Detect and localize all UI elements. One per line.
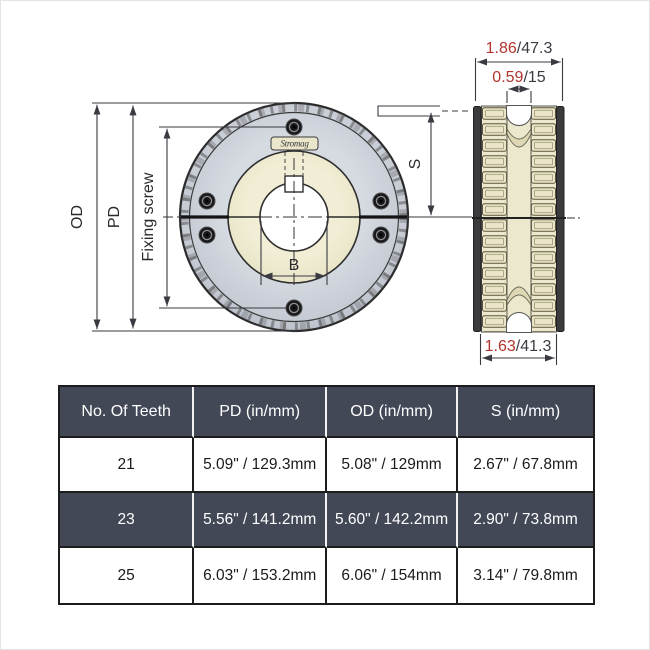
table-cell-s: 2.67" / 67.8mm [458, 438, 593, 493]
screw-bottom [285, 299, 303, 317]
od-label: OD [69, 205, 86, 229]
screw-right-lower [372, 226, 390, 244]
table-cell-s: 2.90" / 73.8mm [458, 493, 593, 548]
s-label: S [407, 159, 424, 170]
overall-width-dimension: 1.86/47.3 [486, 40, 553, 57]
table-cell-od: 6.06" / 154mm [327, 548, 459, 603]
bore-width-label: B [289, 257, 300, 274]
front-view: Stromag [163, 101, 425, 333]
table-header-od: OD (in/mm) [327, 387, 459, 438]
table-cell-teeth: 23 [60, 493, 195, 548]
table-cell-teeth: 21 [60, 438, 195, 493]
table-cell-od: 5.60" / 142.2mm [327, 493, 459, 548]
pd-label: PD [106, 206, 123, 228]
screw-right-upper [372, 192, 390, 210]
table-cell-od: 5.08" / 129mm [327, 438, 459, 493]
spec-table: No. Of Teeth PD (in/mm) OD (in/mm) S (in… [58, 385, 595, 605]
face-width-dimension: 1.63/41.3 [485, 338, 552, 355]
screw-top [285, 118, 303, 136]
side-view [472, 105, 582, 333]
groove-notch-bottom [506, 312, 532, 333]
groove-dome-bottom [506, 286, 532, 307]
fixing-screw-label: Fixing screw [140, 172, 157, 261]
table-header-s: S (in/mm) [458, 387, 593, 438]
front-dimensions [92, 102, 328, 332]
groove-notch-top [506, 105, 532, 126]
table-cell-teeth: 25 [60, 548, 195, 603]
table-cell-pd: 5.56" / 141.2mm [194, 493, 328, 548]
table-header-teeth: No. Of Teeth [60, 387, 195, 438]
screw-left-upper [198, 192, 216, 210]
table-header-pd: PD (in/mm) [194, 387, 328, 438]
brand-logo-badge: Stromag [270, 136, 319, 151]
table-cell-pd: 5.09" / 129.3mm [194, 438, 328, 493]
brand-logo-text: Stromag [280, 139, 309, 149]
s-reference-plate [377, 105, 440, 117]
groove-width-dimension: 0.59/15 [492, 69, 545, 86]
table-cell-s: 3.14" / 79.8mm [458, 548, 593, 603]
side-dimensions [377, 58, 564, 365]
screw-left-lower [198, 226, 216, 244]
table-cell-pd: 6.03" / 153.2mm [194, 548, 328, 603]
groove-dome-top [506, 127, 532, 148]
technical-drawing: Stromag [69, 40, 582, 365]
